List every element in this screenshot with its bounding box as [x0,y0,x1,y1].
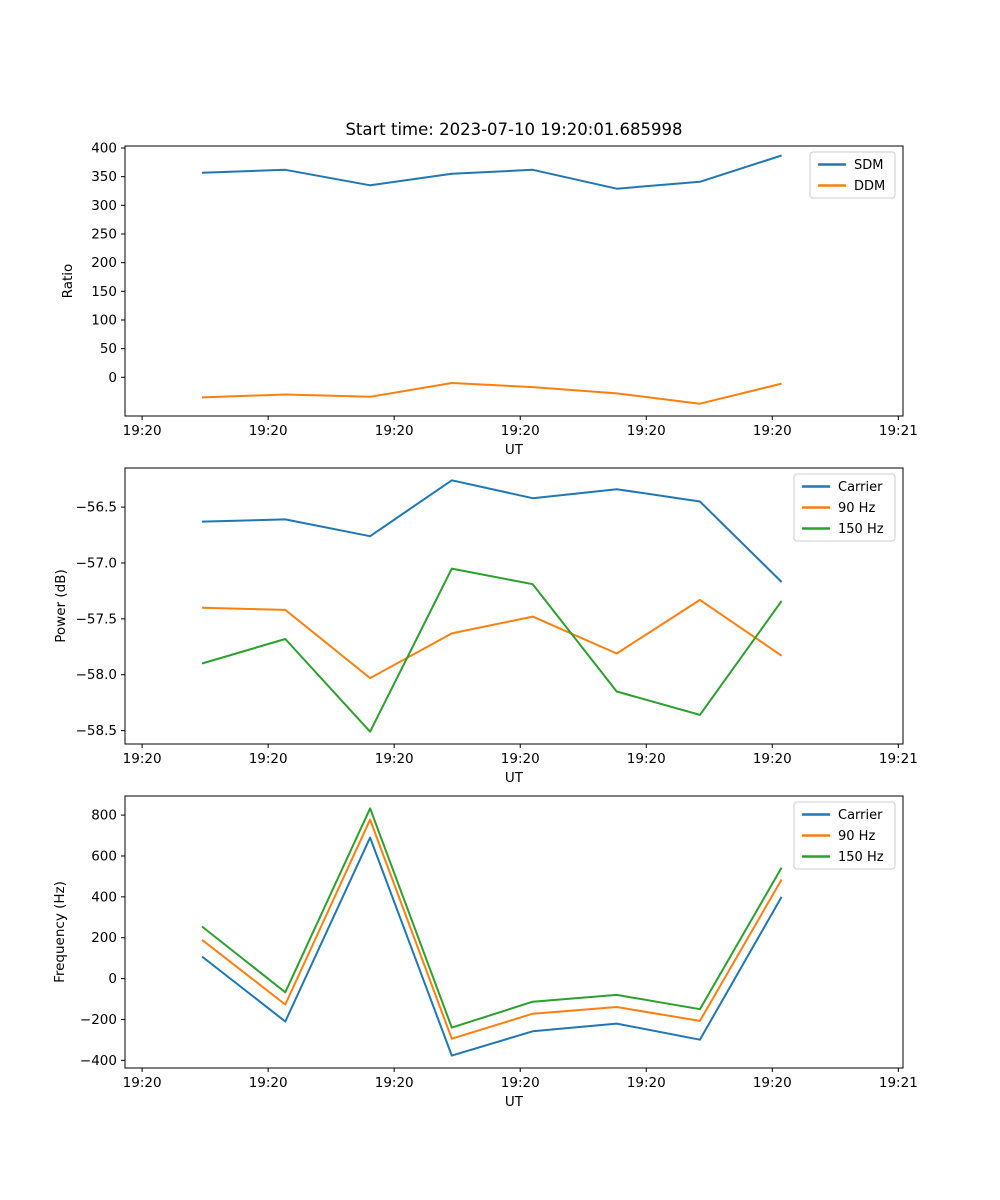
axes-frame [124,795,904,1069]
y-tick-label: 50 [100,341,117,357]
legend: Carrier 90 Hz 150 Hz [793,801,896,870]
legend-label: 90 Hz [838,501,875,516]
y-axis-ticks: −56.5 −57.0 −57.5 −58.0 −58.5 [76,500,125,739]
y-tick-label: 200 [91,255,117,271]
legend-label: SDM [854,158,883,173]
y-tick-label: 400 [91,141,117,157]
y-tick-label: 300 [91,198,117,214]
y-axis-label: Power (dB) [53,569,69,642]
x-tick-label: 19:20 [501,1075,540,1091]
x-tick-label: 19:21 [879,1075,918,1091]
x-tick-label: 19:20 [249,751,288,767]
y-tick-label: 150 [91,284,117,300]
y-axis-ticks: −400 −200 0 200 400 600 800 [80,808,125,1069]
series-line-carrier [201,836,783,1057]
legend-label: Carrier [838,480,883,495]
plot-title: Start time: 2023-07-10 19:20:01.685998 [345,120,682,139]
series-line-ddm [201,382,782,405]
legend-label: Carrier [838,808,883,823]
legend-label: DDM [854,179,885,194]
y-tick-label: 400 [91,889,117,905]
x-axis-ticks: 19:20 19:20 19:20 19:20 19:20 19:20 19:21 [123,1068,918,1091]
axes-frame [124,467,904,745]
x-axis-label: UT [505,442,524,458]
legend: Carrier 90 Hz 150 Hz [793,473,896,542]
x-tick-label: 19:20 [627,423,666,439]
y-tick-label: −400 [80,1053,117,1069]
x-tick-label: 19:21 [879,751,918,767]
x-axis-label: UT [505,770,524,786]
x-axis-ticks: 19:20 19:20 19:20 19:20 19:20 19:20 19:21 [123,416,918,439]
x-tick-label: 19:20 [753,1075,792,1091]
y-axis-label: Frequency (Hz) [52,881,68,983]
x-tick-label: 19:20 [375,751,414,767]
y-tick-label: −57.5 [76,611,117,627]
series-line-sdm [201,154,782,190]
series-line-carrier [201,479,783,583]
x-tick-label: 19:20 [627,751,666,767]
x-tick-label: 19:20 [501,423,540,439]
x-tick-label: 19:20 [123,1075,162,1091]
y-tick-label: 800 [91,808,117,824]
y-tick-label: 350 [91,169,117,185]
y-tick-label: 600 [91,848,117,864]
y-tick-label: −58.0 [76,667,117,683]
y-tick-label: 0 [108,971,117,987]
x-tick-label: 19:21 [879,423,918,439]
y-axis-ticks: 0 50 100 150 200 250 300 350 400 [91,141,125,386]
subplot-power: −56.5−57.0−57.5−58.0−58.519:20 19:20 19:20… [53,467,918,786]
x-tick-label: 19:20 [375,1075,414,1091]
x-tick-label: 19:20 [375,423,414,439]
y-tick-label: −58.5 [76,723,117,739]
y-tick-label: 0 [108,370,117,386]
legend: SDM DDM [809,151,896,199]
y-tick-label: 250 [91,226,117,242]
series-line-90-hz [201,598,783,680]
x-tick-label: 19:20 [123,423,162,439]
y-tick-label: 100 [91,312,117,328]
y-axis-label: Ratio [60,264,76,299]
y-tick-label: −200 [80,1012,117,1028]
legend-label: 150 Hz [838,522,884,537]
x-tick-label: 19:20 [249,423,288,439]
axes-frame [124,145,904,417]
x-tick-label: 19:20 [753,423,792,439]
legend-box [793,801,896,870]
y-tick-label: −57.0 [76,555,117,571]
legend-label: 150 Hz [838,850,884,865]
x-axis-label: UT [505,1094,524,1110]
series-line-150-hz [201,807,783,1029]
y-tick-label: −56.5 [76,500,117,516]
x-tick-label: 19:20 [627,1075,666,1091]
series-line-150-hz [201,567,783,733]
x-axis-ticks: 19:20 19:20 19:20 19:20 19:20 19:20 19:21 [123,744,918,767]
x-tick-label: 19:20 [123,751,162,767]
series-line-90-hz [201,818,783,1040]
legend-label: 90 Hz [838,829,875,844]
x-tick-label: 19:20 [249,1075,288,1091]
legend-box [793,473,896,542]
x-tick-label: 19:20 [753,751,792,767]
y-tick-label: 200 [91,930,117,946]
x-tick-label: 19:20 [501,751,540,767]
